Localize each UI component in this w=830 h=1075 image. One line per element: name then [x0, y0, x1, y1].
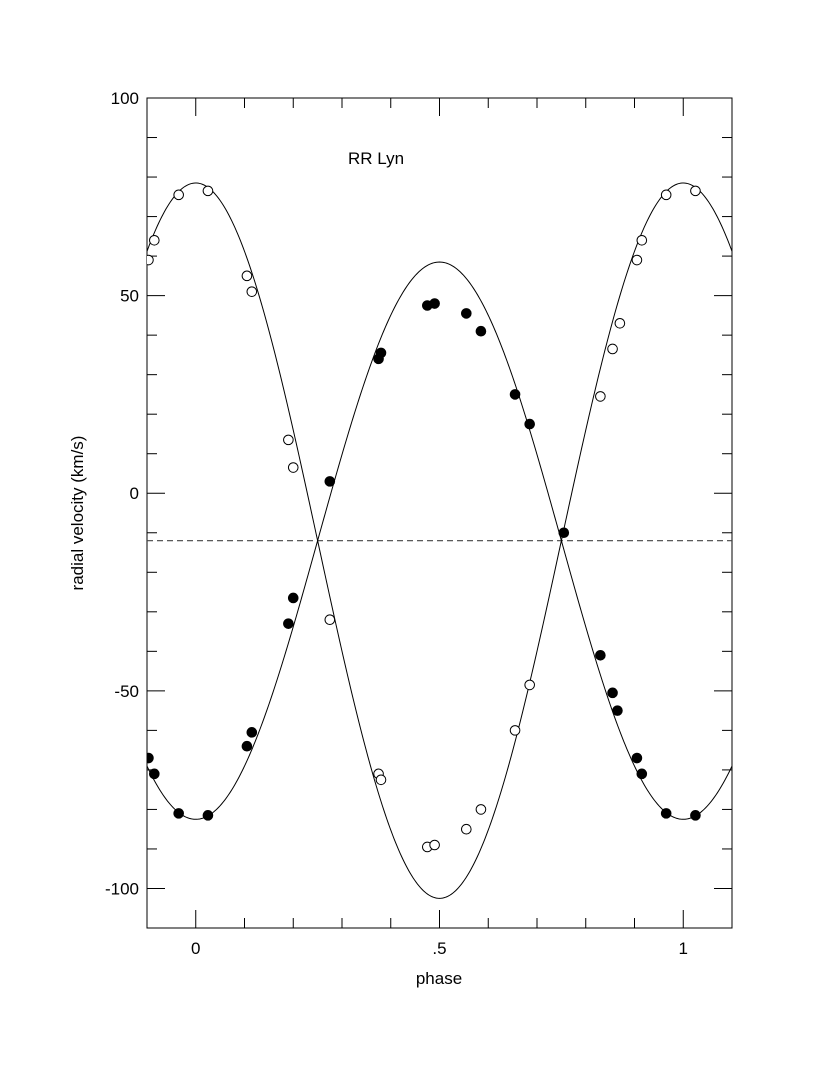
filled-data-point: [660, 808, 672, 819]
filled-data-point: [375, 347, 387, 359]
open-data-point: [246, 286, 258, 297]
open-data-point: [241, 270, 253, 282]
open-data-point: [607, 343, 618, 355]
open-data-point: [509, 725, 521, 736]
fit-curve-secondary: [147, 261, 732, 820]
open-data-point: [149, 234, 160, 246]
open-data-point: [202, 185, 214, 197]
filled-data-point: [690, 810, 701, 821]
open-data-point: [287, 462, 299, 473]
filled-data-point: [283, 618, 294, 629]
open-data-point: [324, 614, 336, 626]
filled-data-point: [475, 325, 487, 337]
plot-area: [147, 182, 732, 899]
open-data-point: [283, 434, 294, 446]
filled-data-point: [461, 308, 472, 319]
filled-data-point: [612, 705, 623, 716]
y-tick-label: 100: [111, 89, 139, 108]
open-data-point: [595, 391, 606, 402]
open-data-point: [631, 254, 643, 266]
filled-data-point: [631, 752, 643, 764]
open-data-point: [173, 189, 184, 201]
open-data-point: [660, 189, 672, 201]
filled-data-point: [607, 687, 618, 699]
x-tick-label: .5: [432, 939, 446, 958]
fit-curve-primary: [147, 182, 732, 899]
y-tick-label: 50: [120, 287, 139, 306]
y-axis-label: radial velocity (km/s): [68, 436, 87, 591]
x-tick-label: 0: [191, 939, 200, 958]
x-tick-label: 1: [679, 939, 688, 958]
y-tick-label: 0: [130, 484, 139, 503]
filled-data-point: [509, 389, 521, 400]
open-data-point: [375, 774, 387, 786]
chart-title: RR Lyn: [348, 149, 404, 168]
open-data-point: [614, 317, 626, 329]
open-data-point: [461, 823, 472, 835]
filled-data-point: [149, 768, 160, 780]
filled-data-point: [558, 527, 570, 539]
open-data-point: [690, 185, 701, 197]
open-data-point: [475, 804, 487, 815]
y-tick-label: -100: [105, 879, 139, 898]
filled-data-point: [147, 752, 154, 764]
filled-data-point: [595, 649, 606, 661]
x-axis-label: phase: [416, 969, 462, 988]
filled-data-point: [524, 418, 535, 430]
plot-frame: [146, 97, 733, 929]
filled-data-point: [324, 476, 336, 487]
filled-data-point: [246, 727, 258, 738]
filled-data-point: [287, 592, 299, 604]
open-data-point: [524, 679, 535, 691]
open-data-point: [147, 254, 154, 266]
filled-data-point: [636, 768, 648, 780]
open-data-point: [636, 234, 648, 246]
tick-labels: 100 50 0 -50 -100 0 .5 1: [105, 89, 688, 958]
y-tick-label: -50: [114, 682, 139, 701]
filled-data-point: [173, 808, 184, 819]
filled-data-point: [202, 810, 214, 821]
axis-ticks: [146, 97, 733, 929]
open-data-point: [429, 839, 440, 851]
filled-data-point: [241, 740, 253, 752]
filled-data-point: [429, 298, 440, 309]
